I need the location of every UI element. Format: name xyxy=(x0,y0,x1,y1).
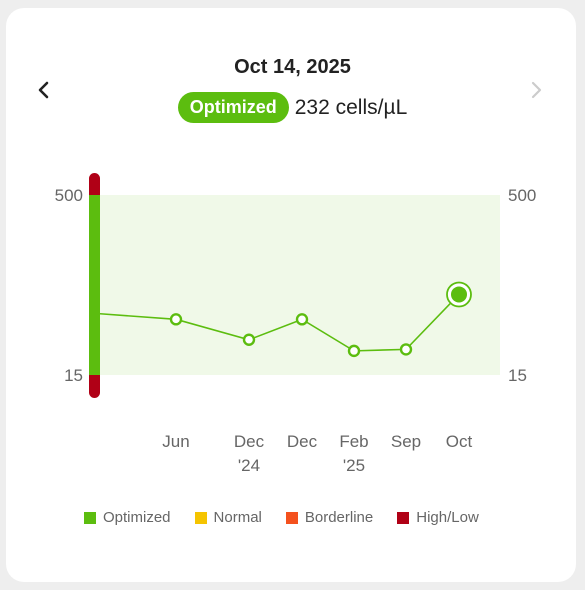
data-point[interactable] xyxy=(399,343,413,356)
data-point[interactable] xyxy=(169,313,183,326)
legend-label: Optimized xyxy=(103,509,171,526)
data-point[interactable] xyxy=(295,313,309,326)
y-label-bottom-left: 15 xyxy=(64,366,83,385)
chevron-left-icon xyxy=(38,81,49,99)
data-point[interactable] xyxy=(347,344,361,358)
legend-item: Optimized xyxy=(84,509,171,526)
data-point-selected[interactable] xyxy=(451,286,467,303)
result-value: 232 cells/µL xyxy=(294,95,408,119)
legend-swatch xyxy=(84,511,96,524)
optimized-range-band xyxy=(100,195,500,375)
x-tick-label: Feb xyxy=(339,432,368,451)
status-row: Optimized 232 cells/µL xyxy=(0,92,585,123)
next-button[interactable] xyxy=(518,72,554,108)
y-label-bottom-right: 15 xyxy=(508,366,527,385)
y-label-top-right: 500 xyxy=(508,186,536,205)
x-tick-label-year: '25 xyxy=(343,456,365,475)
x-tick-label: Jun xyxy=(162,432,189,451)
legend-label: Normal xyxy=(213,509,262,526)
x-tick-label: Oct xyxy=(446,432,473,451)
legend-item: High/Low xyxy=(397,509,479,526)
legend-item: Normal xyxy=(194,509,262,526)
x-tick-label: Dec xyxy=(234,432,265,451)
chart-legend: Optimized Normal Borderline High/Low xyxy=(84,509,503,526)
range-bar-low xyxy=(89,368,100,398)
data-point[interactable] xyxy=(242,333,256,346)
legend-swatch xyxy=(397,511,410,524)
y-label-top-left: 500 xyxy=(55,186,83,205)
range-bar-optimized xyxy=(89,195,100,375)
x-tick-label: Dec xyxy=(287,432,318,451)
chevron-right-icon xyxy=(531,81,542,99)
trend-chart: 500 15 500 15 Jun Dec '24 Dec Feb '25 Sep Oct xyxy=(55,173,536,475)
legend-swatch xyxy=(285,511,298,524)
previous-button[interactable] xyxy=(26,72,62,108)
x-tick-label: Sep xyxy=(391,432,421,451)
legend-item: Borderline xyxy=(285,509,374,526)
legend-label: Borderline xyxy=(304,509,374,526)
x-tick-label-year: '24 xyxy=(238,456,260,475)
status-badge: Optimized xyxy=(177,92,289,123)
legend-label: High/Low xyxy=(416,509,479,526)
result-date: Oct 14, 2025 xyxy=(234,56,351,78)
legend-swatch xyxy=(194,511,207,524)
